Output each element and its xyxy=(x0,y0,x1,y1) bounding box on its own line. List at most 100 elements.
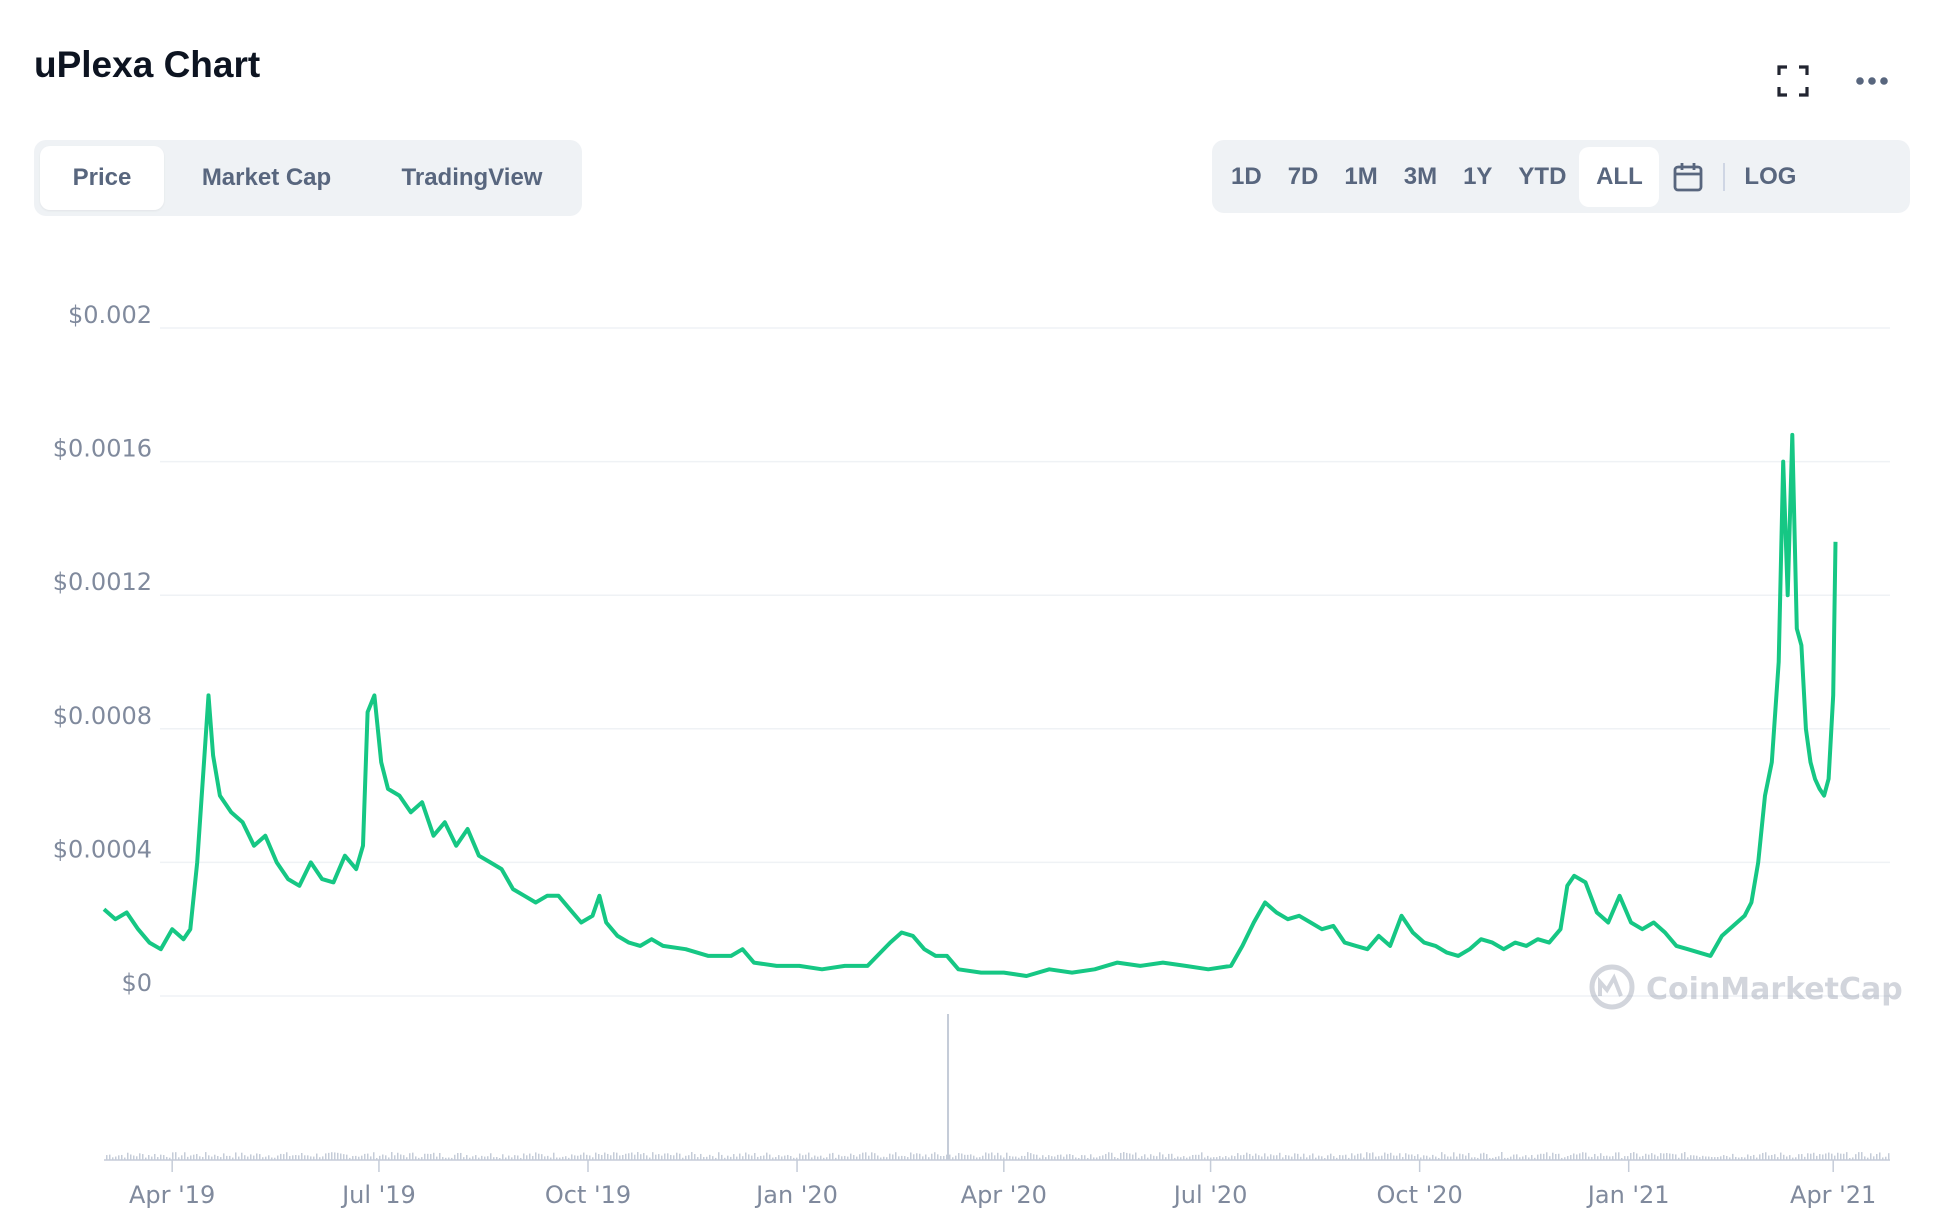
volume-bar xyxy=(1444,1154,1446,1160)
volume-bar xyxy=(1270,1154,1272,1160)
volume-bar xyxy=(1873,1156,1875,1160)
volume-bar xyxy=(1822,1154,1824,1160)
volume-bar xyxy=(328,1152,330,1160)
volume-bar xyxy=(1717,1156,1719,1160)
volume-bar xyxy=(499,1157,501,1160)
volume-bar xyxy=(1627,1156,1629,1160)
volume-bar xyxy=(811,1157,813,1160)
log-scale-toggle[interactable]: LOG xyxy=(1744,162,1797,190)
volume-bar xyxy=(1585,1152,1587,1160)
volume-bar xyxy=(607,1153,609,1160)
volume-bar xyxy=(361,1155,363,1160)
volume-bar xyxy=(1186,1157,1188,1160)
volume-bar xyxy=(1747,1154,1749,1160)
volume-bar xyxy=(541,1154,543,1160)
volume-bar xyxy=(1453,1152,1455,1160)
volume-bar xyxy=(1213,1157,1215,1160)
volume-bar xyxy=(1144,1154,1146,1160)
volume-bar xyxy=(1579,1153,1581,1160)
volume-bar xyxy=(1672,1153,1674,1160)
volume-bar xyxy=(1405,1153,1407,1160)
volume-bar xyxy=(322,1156,324,1160)
volume-bar xyxy=(1384,1152,1386,1160)
volume-bar xyxy=(1048,1155,1050,1160)
tab-price[interactable]: Price xyxy=(40,146,164,210)
volume-bar xyxy=(1675,1154,1677,1160)
volume-bar xyxy=(1027,1152,1029,1160)
volume-bar xyxy=(1054,1156,1056,1160)
volume-bar xyxy=(1108,1152,1110,1160)
volume-bar xyxy=(1741,1157,1743,1160)
volume-bar xyxy=(1171,1153,1173,1160)
volume-bar xyxy=(289,1156,291,1160)
volume-bar xyxy=(1858,1152,1860,1160)
volume-bar xyxy=(1849,1157,1851,1160)
volume-bar xyxy=(1846,1152,1848,1160)
volume-bar xyxy=(622,1155,624,1160)
range-1d[interactable]: 1D xyxy=(1231,162,1262,190)
volume-bar xyxy=(169,1157,171,1160)
range-7d[interactable]: 7D xyxy=(1287,162,1319,190)
volume-bar xyxy=(481,1155,483,1160)
volume-bar xyxy=(1573,1153,1575,1160)
volume-bar xyxy=(1780,1152,1782,1160)
volume-bar xyxy=(1759,1154,1761,1160)
volume-bar xyxy=(829,1153,831,1160)
volume-bar xyxy=(1174,1157,1176,1160)
volume-bar xyxy=(967,1154,969,1160)
volume-bar xyxy=(1111,1152,1113,1160)
volume-bar xyxy=(520,1157,522,1160)
more-options-button[interactable] xyxy=(1848,57,1896,105)
volume-bar xyxy=(757,1156,759,1160)
volume-bar xyxy=(904,1156,906,1160)
volume-bar xyxy=(1855,1154,1857,1160)
volume-bar xyxy=(208,1155,210,1160)
volume-bar xyxy=(1300,1156,1302,1160)
volume-bar xyxy=(712,1156,714,1160)
volume-bar xyxy=(154,1153,156,1160)
volume-bar xyxy=(1183,1156,1185,1160)
volume-bar xyxy=(421,1157,423,1160)
volume-bar xyxy=(250,1154,252,1160)
range-ytd[interactable]: YTD xyxy=(1518,162,1567,190)
fullscreen-button[interactable] xyxy=(1769,57,1817,105)
volume-bar xyxy=(1294,1153,1296,1160)
volume-bar xyxy=(643,1153,645,1160)
tab-tradingview[interactable]: TradingView xyxy=(401,164,543,191)
volume-bar xyxy=(1090,1154,1092,1160)
volume-bar xyxy=(1867,1157,1869,1160)
x-tick-label: Jan '20 xyxy=(754,1181,838,1209)
volume-bar xyxy=(1285,1155,1287,1160)
tab-market-cap[interactable]: Market Cap xyxy=(201,164,332,191)
volume-bar xyxy=(1678,1157,1680,1160)
volume-bar xyxy=(1366,1152,1368,1160)
volume-bar xyxy=(1750,1156,1752,1160)
range-3m[interactable]: 3M xyxy=(1403,162,1438,190)
volume-bar xyxy=(1291,1156,1293,1160)
volume-bar xyxy=(1243,1154,1245,1160)
volume-bar xyxy=(1501,1152,1503,1160)
volume-bar xyxy=(1801,1154,1803,1160)
volume-bar xyxy=(697,1157,699,1160)
volume-bar xyxy=(1336,1157,1338,1160)
x-tick-label: Apr '21 xyxy=(1790,1181,1876,1209)
volume-bar xyxy=(220,1157,222,1160)
volume-bar xyxy=(940,1155,942,1160)
volume-bar xyxy=(943,1155,945,1160)
volume-bar xyxy=(880,1157,882,1160)
range-1y[interactable]: 1Y xyxy=(1463,162,1493,190)
volume-bar xyxy=(1516,1154,1518,1160)
volume-bar xyxy=(1498,1156,1500,1160)
volume-bar xyxy=(550,1157,552,1160)
volume-bar xyxy=(1651,1153,1653,1160)
volume-bar xyxy=(388,1157,390,1160)
range-all[interactable]: ALL xyxy=(1579,146,1660,207)
range-1m[interactable]: 1M xyxy=(1344,162,1378,190)
volume-bar xyxy=(970,1154,972,1160)
volume-bar xyxy=(397,1152,399,1160)
volume-bar xyxy=(181,1155,183,1160)
volume-bar xyxy=(1138,1157,1140,1160)
calendar-button[interactable] xyxy=(1659,147,1717,207)
volume-bar xyxy=(307,1155,309,1160)
volume-bar xyxy=(259,1154,261,1160)
